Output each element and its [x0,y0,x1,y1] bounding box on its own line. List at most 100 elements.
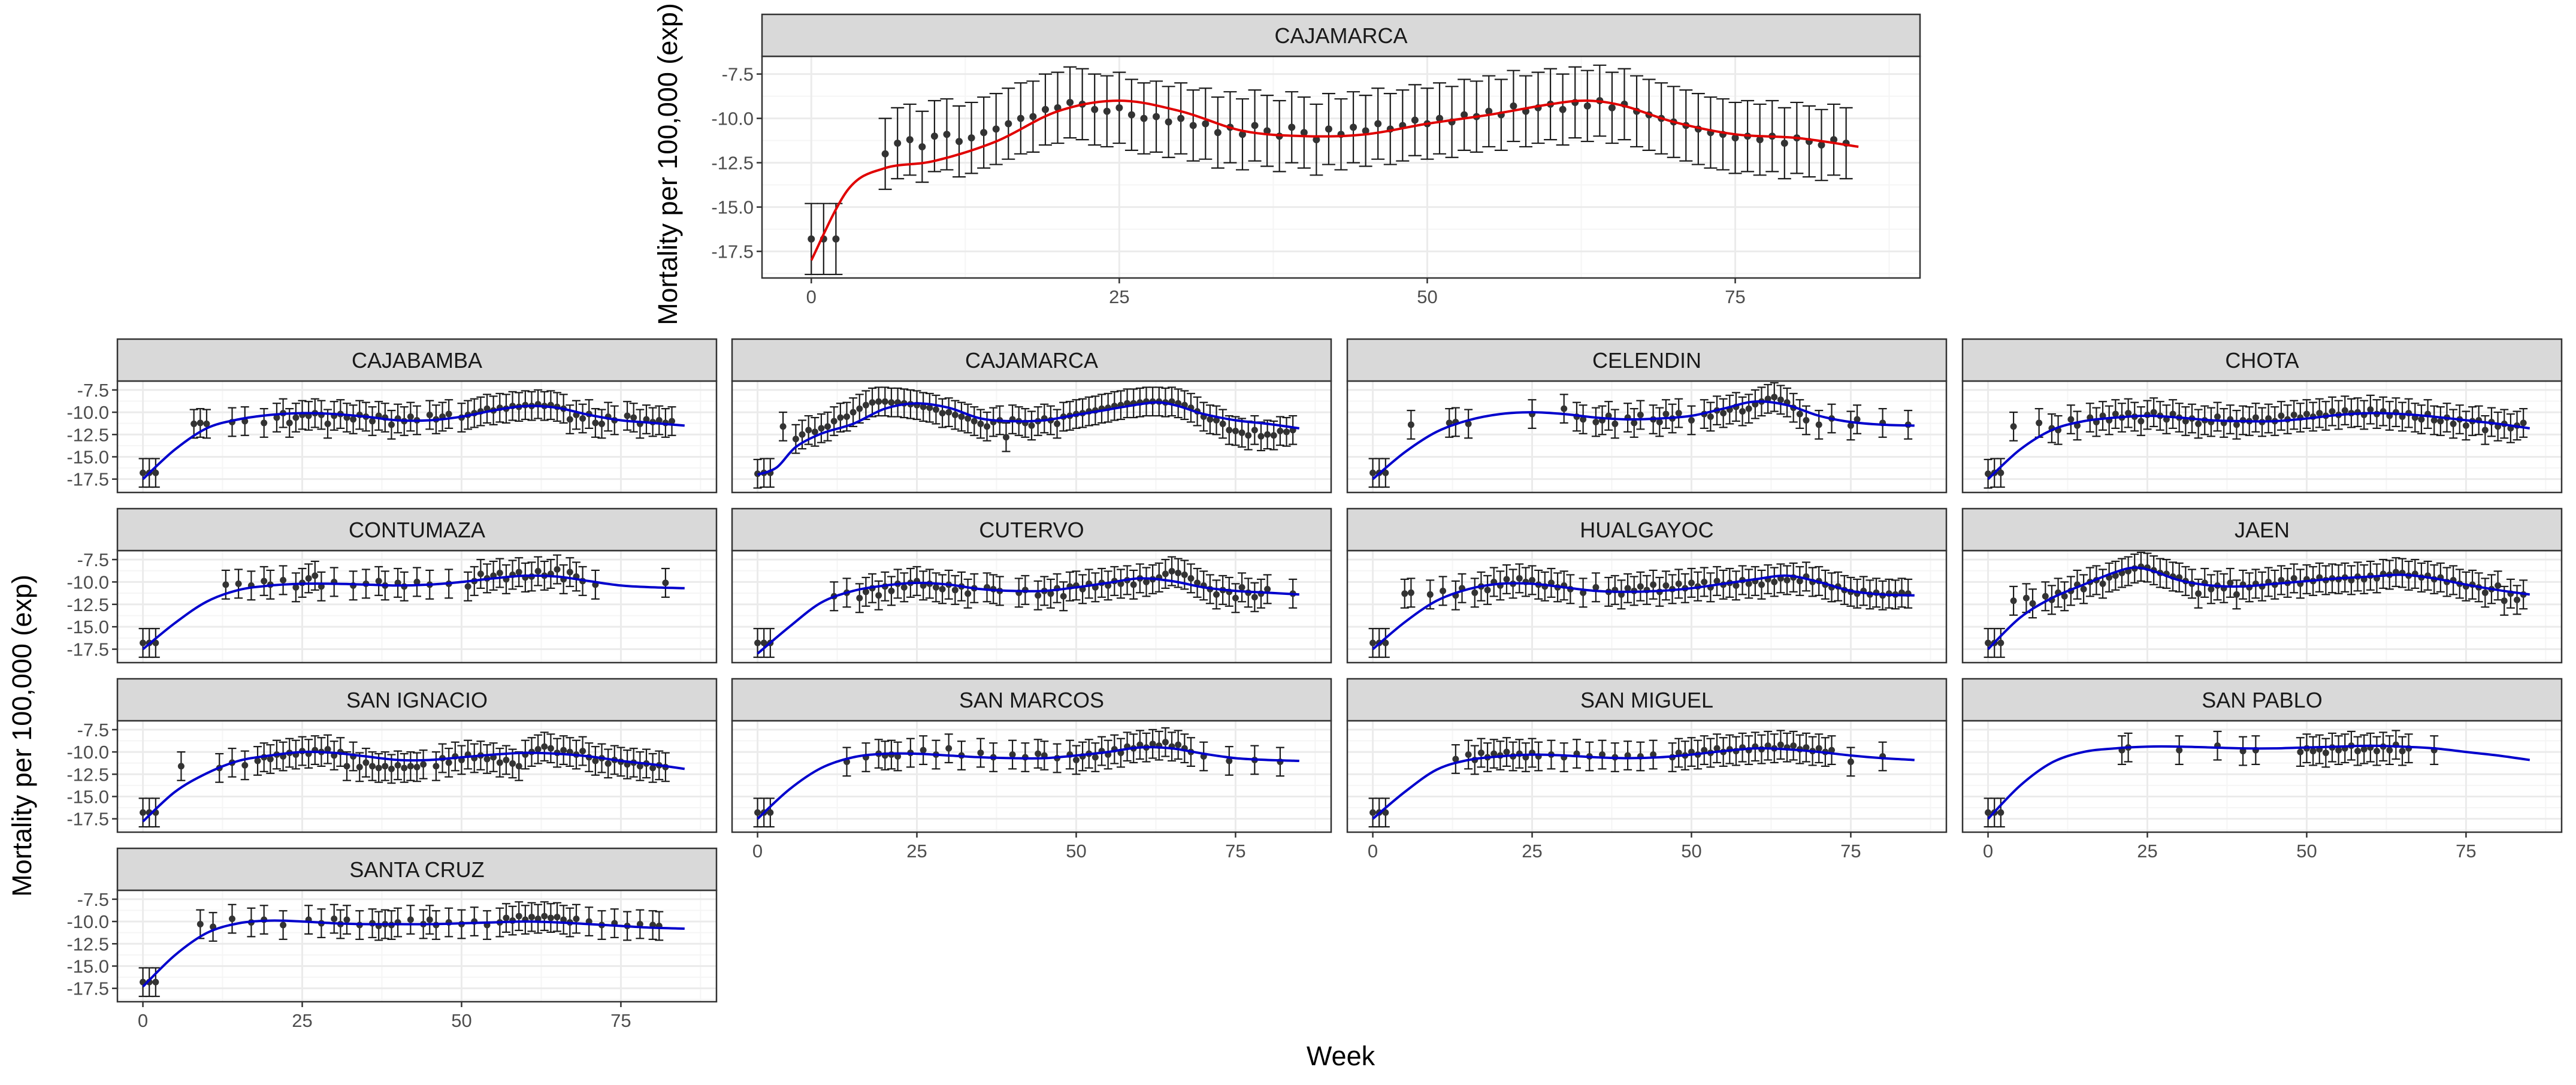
fitted-curve [757,746,1299,820]
panel-background [117,890,716,1002]
data-point [1142,578,1150,585]
panel-background [1347,721,1946,832]
data-point [958,413,965,421]
data-point [1599,751,1606,758]
data-point [900,584,908,591]
data-point [407,413,414,421]
data-point [888,587,895,594]
data-point [1720,410,1727,417]
data-point [932,584,939,591]
panel-3-cajamarca: CAJAMARCA [731,338,1332,494]
data-point [598,420,606,427]
data-point [261,578,268,585]
data-point [1238,584,1245,591]
data-point [1592,418,1600,425]
data-point [881,150,889,158]
data-point [965,415,972,422]
data-point [662,579,669,587]
facet-strip [1961,678,2563,722]
data-point [2099,580,2106,587]
data-point [324,420,331,427]
data-point [1277,427,1284,434]
data-point [2297,748,2304,755]
data-point [918,143,926,150]
panel-4-celendin: CELENDIN [1346,338,1948,494]
data-point [1997,809,2004,816]
data-point [312,572,319,579]
data-point [1796,410,1803,418]
data-point [980,129,988,137]
data-point [254,757,261,764]
data-point [811,428,818,436]
data-point [1847,422,1854,429]
y-tick-label: -15.0 [66,956,109,977]
data-point [2290,412,2297,419]
facet-strip [1961,507,2563,552]
data-point [1369,469,1377,476]
x-tick-label: 0 [806,286,817,307]
y-tick-label: -12.5 [66,764,109,785]
data-point [2080,585,2087,593]
y-tick-label: -7.5 [77,549,109,570]
data-point [1181,571,1188,578]
facet-strip [731,338,1332,382]
data-point [2278,412,2285,419]
data-point [967,134,975,142]
data-point [1771,394,1778,401]
data-point [1854,416,1861,423]
data-point [483,755,491,763]
data-point [1002,434,1009,441]
data-point [1270,432,1277,439]
data-point [2036,419,2043,427]
data-point [805,427,812,434]
data-point [445,759,452,766]
facet-strip-label: JAEN [2235,518,2290,542]
y-tick-label: -17.5 [66,469,109,490]
data-point [943,131,951,138]
data-point [1350,123,1357,131]
data-point [1731,134,1739,142]
data-point [579,748,586,755]
panel-background [117,381,716,492]
data-point [2169,410,2176,418]
data-point [2481,427,2489,434]
data-point [152,469,159,476]
y-tick-label: -15.0 [66,786,109,807]
data-point [1103,107,1111,115]
data-point [649,764,657,772]
data-point [413,763,421,770]
data-point [560,916,567,923]
fitted-curve [757,401,1300,476]
x-tick-label: 0 [138,1010,148,1031]
data-point [196,419,204,427]
panel-11-san-marcos: SAN MARCOS 0 25 50 75 [731,678,1332,862]
data-point [1490,750,1498,757]
data-point [394,761,401,769]
data-point [1465,420,1472,427]
data-point [331,915,338,923]
data-point [1041,105,1049,113]
y-tick-label: -12.5 [66,933,109,954]
y-tick-label: -15.0 [66,616,109,637]
data-point [799,431,806,438]
data-point [261,419,268,427]
data-point [1194,579,1201,587]
data-point [566,569,573,576]
data-point [965,590,972,597]
y-tick-label: -7.5 [722,64,754,85]
panel-background [1347,551,1946,663]
data-point [849,409,857,416]
fitted-curve [142,574,685,651]
data-point [2022,594,2030,602]
data-point [830,418,837,425]
data-point [1382,639,1389,646]
data-point [1796,578,1803,585]
data-point [362,759,370,766]
data-point [528,914,535,921]
y-tick-label: -17.5 [66,978,109,999]
x-tick-label: 50 [451,1010,471,1031]
data-point [1847,758,1854,765]
facet-strip-label: SAN IGNACIO [346,688,488,712]
data-point [1985,809,1992,816]
